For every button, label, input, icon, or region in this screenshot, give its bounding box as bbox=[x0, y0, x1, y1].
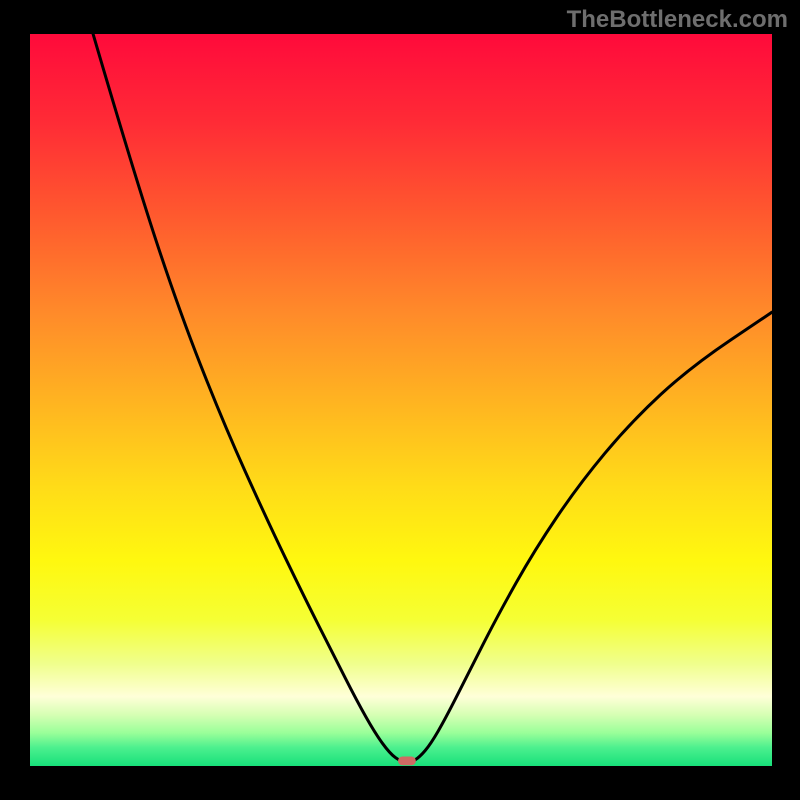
bottleneck-chart bbox=[30, 34, 772, 766]
optimum-marker bbox=[398, 756, 416, 765]
watermark-text: TheBottleneck.com bbox=[567, 6, 788, 34]
chart-background bbox=[30, 34, 772, 766]
chart-plot-area bbox=[30, 34, 772, 766]
